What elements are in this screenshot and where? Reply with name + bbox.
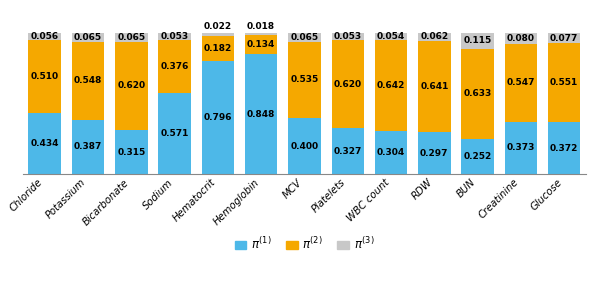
Text: 0.376: 0.376: [160, 62, 189, 71]
Text: 0.134: 0.134: [247, 40, 276, 49]
Bar: [418, 41, 451, 132]
Bar: [72, 33, 104, 42]
Text: 0.548: 0.548: [74, 76, 102, 85]
Bar: [461, 33, 494, 49]
Bar: [72, 120, 104, 175]
Bar: [289, 118, 321, 175]
Text: 0.400: 0.400: [290, 141, 319, 151]
Text: 0.115: 0.115: [464, 36, 491, 45]
Bar: [115, 33, 148, 42]
Text: 0.022: 0.022: [204, 22, 232, 31]
Bar: [504, 33, 537, 44]
Bar: [289, 33, 321, 42]
Text: 0.018: 0.018: [247, 22, 275, 31]
Text: 0.315: 0.315: [117, 147, 145, 157]
Text: 0.252: 0.252: [464, 152, 491, 161]
Bar: [158, 93, 191, 175]
Bar: [418, 33, 451, 41]
Text: 0.062: 0.062: [420, 33, 448, 41]
Bar: [461, 139, 494, 175]
Text: 0.065: 0.065: [74, 33, 102, 42]
Text: 0.065: 0.065: [290, 33, 319, 42]
Text: 0.641: 0.641: [420, 82, 448, 91]
Bar: [332, 40, 364, 128]
Bar: [461, 49, 494, 139]
Legend: $\pi^{(1)}$, $\pi^{(2)}$, $\pi^{(3)}$: $\pi^{(1)}$, $\pi^{(2)}$, $\pi^{(3)}$: [230, 232, 379, 257]
Bar: [245, 35, 277, 54]
Text: 0.796: 0.796: [204, 113, 232, 122]
Text: 0.373: 0.373: [507, 143, 535, 152]
Bar: [72, 42, 104, 120]
Text: 0.571: 0.571: [160, 129, 189, 139]
Bar: [28, 113, 61, 175]
Text: 0.642: 0.642: [377, 81, 405, 90]
Text: 0.848: 0.848: [247, 110, 276, 119]
Bar: [548, 43, 581, 122]
Text: 0.065: 0.065: [117, 33, 145, 42]
Text: 0.080: 0.080: [507, 34, 535, 43]
Bar: [375, 131, 407, 175]
Bar: [202, 33, 234, 36]
Bar: [375, 40, 407, 131]
Bar: [504, 44, 537, 122]
Bar: [245, 54, 277, 175]
Bar: [115, 130, 148, 175]
Text: 0.056: 0.056: [31, 32, 59, 41]
Text: 0.434: 0.434: [31, 139, 59, 148]
Text: 0.387: 0.387: [74, 143, 102, 151]
Text: 0.620: 0.620: [334, 79, 362, 88]
Text: 0.077: 0.077: [550, 33, 578, 43]
Text: 0.510: 0.510: [31, 72, 59, 81]
Bar: [375, 33, 407, 40]
Text: 0.547: 0.547: [507, 78, 535, 87]
Bar: [202, 61, 234, 175]
Text: 0.053: 0.053: [160, 32, 189, 41]
Text: 0.372: 0.372: [550, 143, 578, 153]
Bar: [504, 122, 537, 175]
Bar: [28, 41, 61, 113]
Bar: [289, 42, 321, 118]
Bar: [158, 33, 191, 40]
Text: 0.620: 0.620: [117, 81, 145, 90]
Bar: [332, 33, 364, 40]
Bar: [115, 42, 148, 130]
Bar: [548, 122, 581, 175]
Text: 0.633: 0.633: [464, 89, 491, 98]
Text: 0.535: 0.535: [290, 75, 319, 84]
Text: 0.053: 0.053: [334, 32, 362, 41]
Text: 0.327: 0.327: [333, 147, 362, 156]
Text: 0.182: 0.182: [204, 44, 232, 53]
Bar: [418, 132, 451, 175]
Bar: [332, 128, 364, 175]
Bar: [548, 33, 581, 43]
Bar: [202, 36, 234, 61]
Bar: [245, 33, 277, 35]
Text: 0.297: 0.297: [420, 149, 448, 158]
Bar: [28, 33, 61, 41]
Bar: [158, 40, 191, 93]
Text: 0.054: 0.054: [377, 32, 405, 41]
Text: 0.551: 0.551: [550, 78, 578, 87]
Text: 0.304: 0.304: [377, 148, 405, 157]
